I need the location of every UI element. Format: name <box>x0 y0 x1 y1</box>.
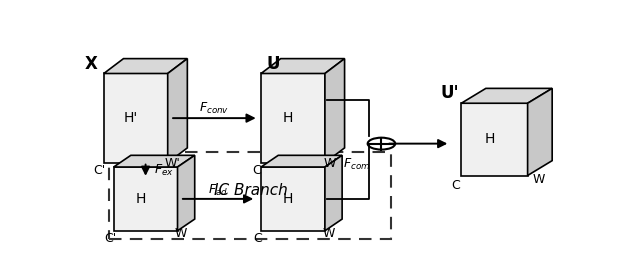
Text: $F_{conv}$: $F_{conv}$ <box>199 101 230 116</box>
Polygon shape <box>104 59 188 73</box>
Text: H: H <box>283 192 294 206</box>
Polygon shape <box>462 103 527 176</box>
Polygon shape <box>113 155 195 167</box>
Bar <box>109 152 391 239</box>
Text: C': C' <box>93 164 105 177</box>
Polygon shape <box>261 73 325 163</box>
Polygon shape <box>104 73 167 163</box>
Polygon shape <box>325 59 345 163</box>
Text: C: C <box>451 179 460 192</box>
Text: X: X <box>85 55 98 73</box>
Polygon shape <box>462 88 552 103</box>
Text: IC Branch: IC Branch <box>214 183 288 198</box>
Polygon shape <box>178 155 195 231</box>
Polygon shape <box>527 88 552 176</box>
Text: U: U <box>266 55 280 73</box>
Text: W: W <box>533 173 545 186</box>
Text: H: H <box>283 111 294 125</box>
Text: U': U' <box>441 84 460 102</box>
Text: $F_{ad}$: $F_{ad}$ <box>208 182 228 198</box>
Text: W: W <box>322 227 335 240</box>
Polygon shape <box>261 59 345 73</box>
Polygon shape <box>325 155 342 231</box>
Text: C: C <box>253 232 262 245</box>
Polygon shape <box>113 167 178 231</box>
Text: $F_{com}$: $F_{com}$ <box>343 157 370 172</box>
Text: H: H <box>136 192 146 206</box>
Text: C': C' <box>104 232 116 245</box>
Polygon shape <box>167 59 188 163</box>
Polygon shape <box>261 155 342 167</box>
Polygon shape <box>261 167 325 231</box>
Text: H': H' <box>124 111 138 125</box>
Text: W: W <box>175 227 187 240</box>
Text: $F_{ex}$: $F_{ex}$ <box>154 163 174 178</box>
Text: H: H <box>484 132 495 146</box>
Text: C: C <box>252 164 261 177</box>
Text: W': W' <box>165 157 181 170</box>
Text: W: W <box>323 157 336 170</box>
